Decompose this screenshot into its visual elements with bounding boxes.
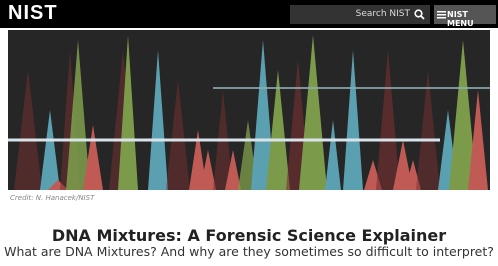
search-box[interactable]: Search NIST	[290, 5, 430, 24]
hero-image	[8, 30, 490, 190]
image-credit: Credit: N. Hanacek/NIST	[10, 194, 94, 202]
logo[interactable]: NIST	[8, 2, 58, 25]
search-placeholder: Search NIST	[356, 9, 410, 19]
menu-icon	[437, 11, 446, 19]
menu-label: NIST MENU	[447, 10, 496, 28]
article-subtitle: What are DNA Mixtures? And why are they …	[0, 244, 498, 259]
article-title: DNA Mixtures: A Forensic Science Explain…	[0, 226, 498, 245]
page: {"header": {"logo": "NIST", "search_plac…	[0, 0, 498, 266]
header: NIST Search NIST NIST MENU	[0, 0, 498, 28]
search-icon	[414, 9, 425, 20]
menu-button[interactable]: NIST MENU	[434, 5, 496, 24]
